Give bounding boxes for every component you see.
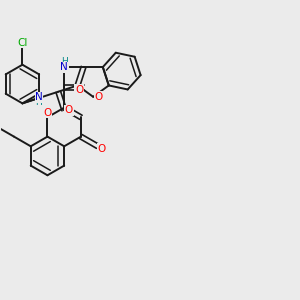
Text: O: O — [94, 92, 103, 102]
Text: H: H — [36, 98, 42, 107]
Text: O: O — [43, 108, 52, 118]
Text: O: O — [65, 105, 73, 115]
Text: N: N — [35, 92, 43, 102]
Text: O: O — [75, 85, 83, 95]
Text: Cl: Cl — [17, 38, 28, 48]
Text: O: O — [98, 144, 106, 154]
Text: H: H — [61, 57, 68, 66]
Text: N: N — [60, 62, 68, 72]
